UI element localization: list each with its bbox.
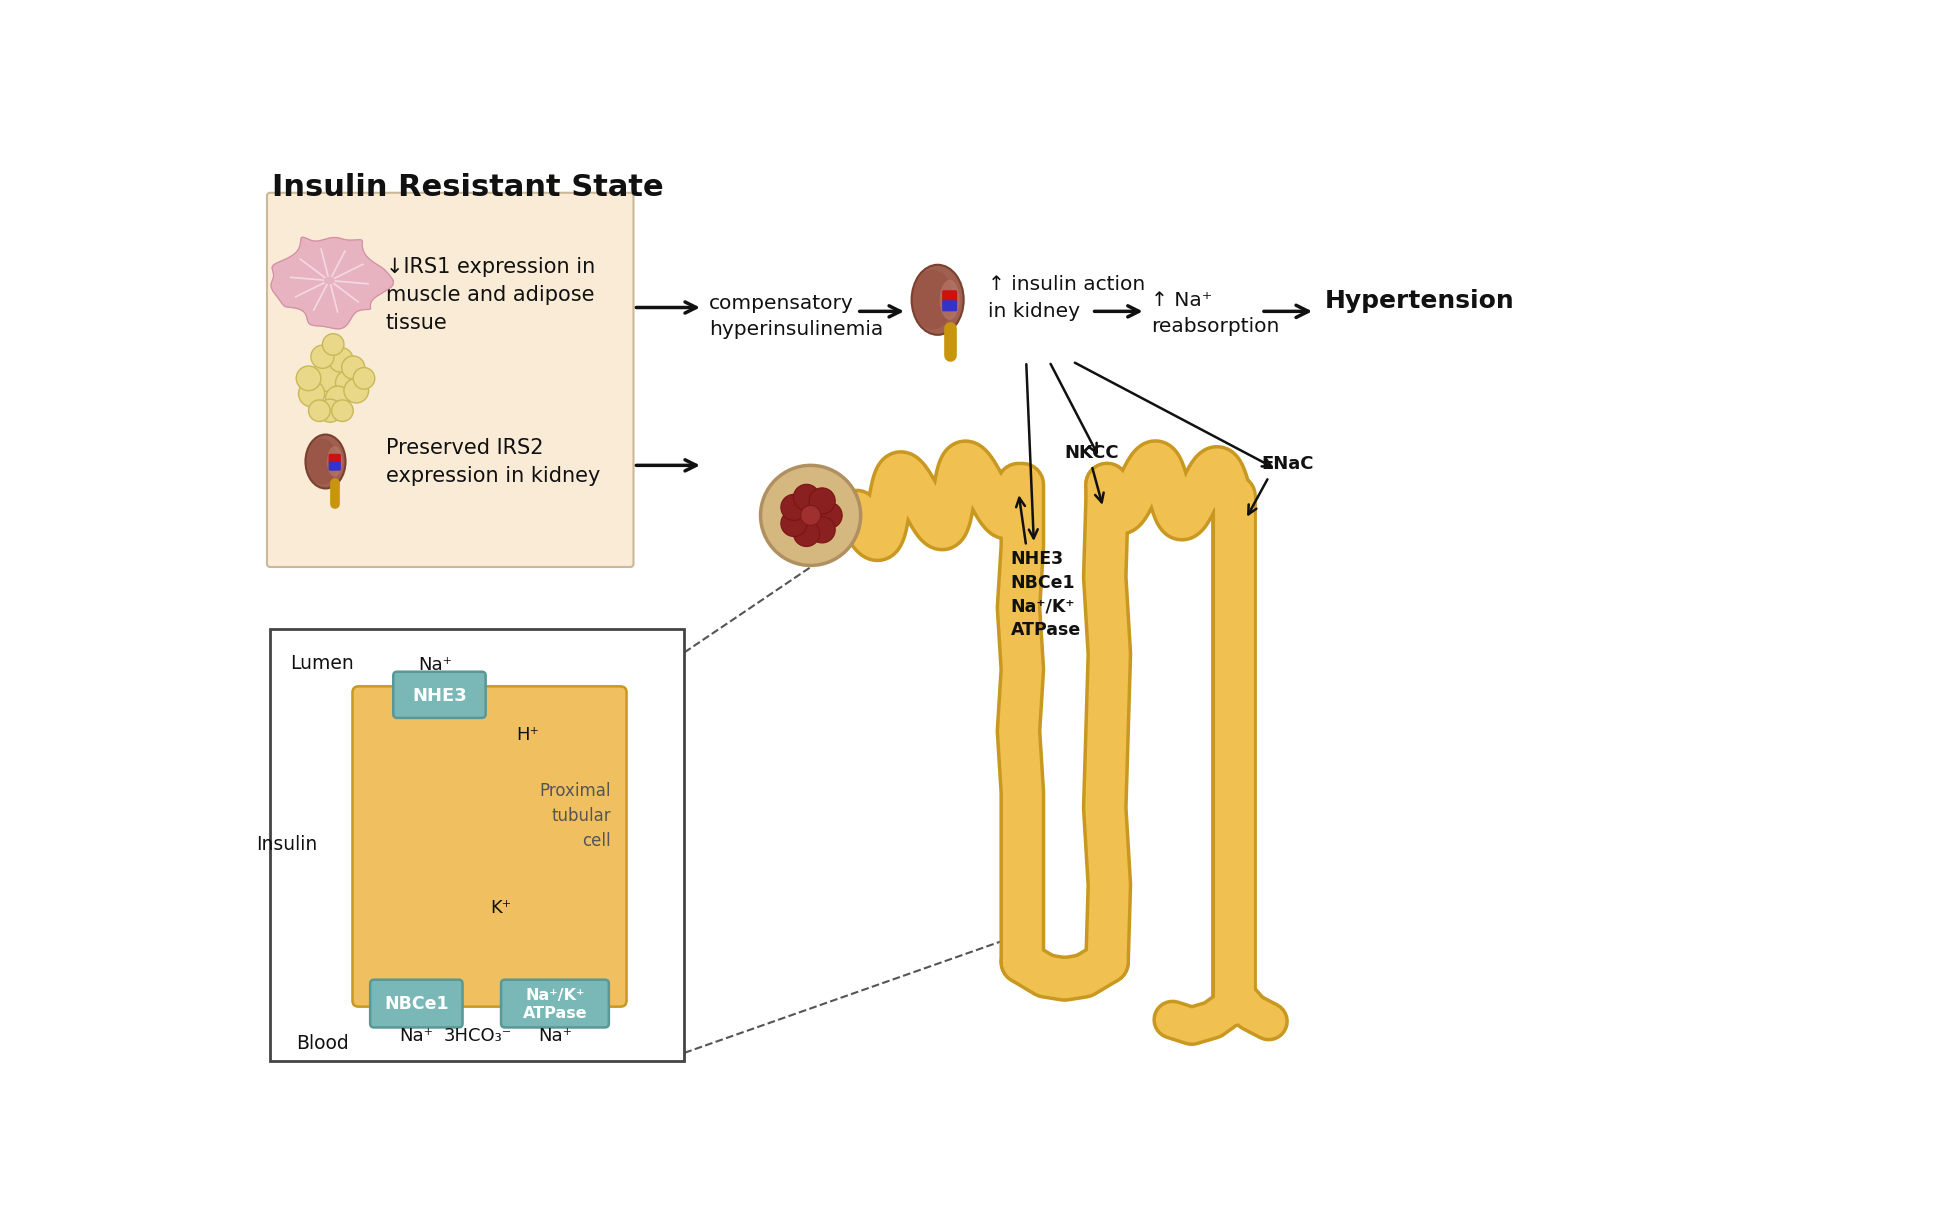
Text: Proximal
tubular
cell: Proximal tubular cell [540, 781, 612, 849]
FancyBboxPatch shape [353, 686, 625, 1007]
FancyBboxPatch shape [393, 672, 485, 718]
Text: ENaC: ENaC [1260, 456, 1313, 473]
Ellipse shape [912, 270, 953, 329]
Text: H⁺: H⁺ [516, 725, 540, 744]
Text: K⁺: K⁺ [491, 899, 512, 917]
Circle shape [331, 400, 353, 422]
FancyBboxPatch shape [329, 453, 341, 464]
Circle shape [801, 505, 820, 525]
Ellipse shape [939, 279, 958, 320]
Ellipse shape [327, 446, 343, 477]
Circle shape [760, 465, 861, 565]
Ellipse shape [306, 439, 337, 485]
Text: NBCe1: NBCe1 [384, 995, 448, 1013]
Text: ↑ insulin action
in kidney: ↑ insulin action in kidney [988, 275, 1143, 321]
Circle shape [308, 400, 329, 422]
Circle shape [318, 400, 341, 423]
FancyBboxPatch shape [941, 300, 956, 311]
Text: Insulin Resistant State: Insulin Resistant State [271, 173, 662, 202]
Text: compensatory
hyperinsulinemia: compensatory hyperinsulinemia [709, 294, 882, 339]
Text: NHE3
NBCe1
Na⁺/K⁺
ATPase: NHE3 NBCe1 Na⁺/K⁺ ATPase [1011, 550, 1081, 639]
FancyBboxPatch shape [267, 193, 633, 567]
Circle shape [816, 502, 842, 529]
Circle shape [343, 378, 368, 403]
FancyBboxPatch shape [370, 979, 462, 1028]
Text: NHE3: NHE3 [411, 686, 468, 705]
Circle shape [312, 345, 333, 368]
Text: Na⁺/K⁺
ATPase: Na⁺/K⁺ ATPase [522, 988, 586, 1021]
Text: Na⁺: Na⁺ [538, 1027, 571, 1045]
Circle shape [808, 488, 836, 514]
Circle shape [793, 520, 820, 547]
Circle shape [781, 495, 806, 520]
Text: Na⁺: Na⁺ [419, 656, 452, 674]
FancyBboxPatch shape [941, 290, 956, 303]
Text: ↓IRS1 expression in
muscle and adipose
tissue: ↓IRS1 expression in muscle and adipose t… [386, 258, 594, 333]
FancyBboxPatch shape [501, 979, 608, 1028]
Text: 3HCO₃⁻: 3HCO₃⁻ [444, 1027, 512, 1045]
FancyBboxPatch shape [329, 462, 341, 470]
Polygon shape [271, 237, 393, 329]
Circle shape [335, 369, 362, 396]
Text: Blood: Blood [296, 1034, 349, 1053]
Text: Insulin: Insulin [257, 836, 318, 854]
Circle shape [793, 485, 820, 510]
Circle shape [329, 347, 353, 372]
Text: Lumen: Lumen [290, 654, 355, 673]
Text: Na⁺: Na⁺ [399, 1027, 432, 1045]
FancyBboxPatch shape [271, 629, 684, 1061]
Circle shape [341, 356, 364, 379]
Circle shape [781, 510, 806, 537]
Circle shape [298, 380, 325, 407]
Text: Preserved IRS2
expression in kidney: Preserved IRS2 expression in kidney [386, 439, 600, 486]
Circle shape [312, 362, 341, 391]
Circle shape [296, 366, 321, 391]
Text: Hypertension: Hypertension [1325, 289, 1514, 313]
Ellipse shape [306, 435, 345, 488]
Circle shape [808, 516, 836, 543]
Text: ↑ Na⁺
reabsorption: ↑ Na⁺ reabsorption [1151, 290, 1278, 337]
Circle shape [353, 368, 374, 389]
Circle shape [321, 334, 343, 355]
Circle shape [325, 386, 351, 411]
Ellipse shape [912, 265, 962, 335]
Text: NKCC: NKCC [1064, 443, 1118, 462]
